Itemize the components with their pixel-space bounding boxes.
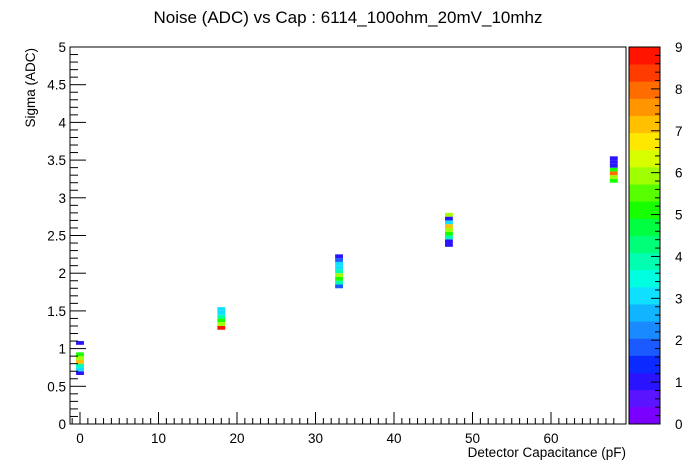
heatmap-cell [445, 224, 453, 228]
heatmap-cell [76, 359, 84, 364]
x-tick-label: 10 [151, 431, 166, 446]
heatmap-cell [335, 265, 343, 270]
x-tick-label: 20 [229, 431, 244, 446]
color-scale-segment [629, 355, 660, 373]
color-scale-segment [629, 218, 660, 236]
x-axis: 0 10 20 30 40 50 60 [71, 412, 615, 446]
x-tick-label: 0 [76, 431, 84, 446]
heatmap-cell [217, 325, 226, 330]
color-scale-frame [628, 46, 661, 425]
y-tick-label: 4.5 [47, 78, 66, 93]
z-tick-label: 3 [675, 291, 683, 306]
heatmap-cell [335, 276, 343, 281]
z-tick-label: 5 [675, 208, 683, 223]
heatmap-cell [335, 273, 343, 277]
color-scale-segment [629, 201, 660, 219]
color-scale-segment [629, 64, 660, 82]
z-tick-label: 1 [675, 375, 683, 390]
heatmap-cell [335, 269, 343, 274]
heatmap-cell [609, 171, 618, 176]
color-scale-segment [629, 252, 660, 271]
heatmap-cell [335, 280, 343, 285]
heatmap-cell [335, 258, 343, 262]
heatmap-cell [445, 239, 453, 244]
x-tick-label: 40 [386, 431, 401, 446]
heatmap-cell [217, 322, 226, 326]
heatmap-cell [335, 254, 343, 259]
heatmap-cells [76, 156, 618, 375]
heatmap-cell [217, 314, 226, 319]
heatmap-cell [609, 160, 618, 164]
heatmap-cell [217, 318, 226, 323]
color-scale-segment [629, 98, 660, 116]
color-scale-segment [629, 406, 660, 425]
y-axis-label: Sigma (ADC) [23, 48, 38, 128]
heatmap-cell [445, 231, 453, 236]
heatmap-cell [76, 367, 84, 372]
color-scale-segment [629, 372, 660, 391]
color-scale-segment [629, 132, 660, 151]
y-tick-label: 3.5 [47, 153, 66, 168]
heatmap-cell [609, 167, 618, 172]
z-tick-label: 8 [675, 82, 683, 97]
heatmap-cell [217, 310, 226, 315]
heatmap-cell [445, 220, 453, 225]
heatmap-cell [445, 235, 453, 240]
color-scale-segment [629, 321, 660, 339]
color-scale-segment [629, 149, 660, 168]
heatmap-cell [609, 175, 618, 179]
chart-title: Noise (ADC) vs Cap : 6114_100ohm_20mV_10… [154, 8, 543, 27]
heatmap-cell [609, 163, 618, 168]
color-scale-segment [629, 304, 660, 322]
color-scale-segment [629, 81, 660, 99]
heatmap-cell [76, 371, 84, 375]
color-scale-segment [629, 47, 660, 65]
color-scale-segment [629, 389, 660, 408]
heatmap-cell [76, 352, 84, 357]
color-scale-segment [629, 286, 660, 305]
color-scale-segment [629, 338, 660, 356]
y-tick-label: 3 [58, 191, 66, 206]
x-axis-label: Detector Capacitance (pF) [468, 445, 626, 460]
heatmap-cell [445, 212, 453, 217]
y-axis: 0 0.5 1 1.5 2 2.5 3 3.5 4 4.5 5 [47, 40, 86, 432]
heatmap-cell [445, 227, 453, 232]
y-tick-label: 1.5 [47, 304, 66, 319]
color-scale-bar: 0 1 2 3 4 5 6 7 8 9 [628, 40, 683, 432]
y-tick-label: 2.5 [47, 229, 66, 244]
z-tick-label: 9 [675, 40, 683, 55]
y-tick-label: 4 [58, 115, 66, 130]
heatmap-cell [445, 216, 453, 221]
x-tick-label: 50 [465, 431, 480, 446]
y-tick-label: 5 [58, 40, 66, 55]
heatmap-cell [76, 341, 84, 345]
y-tick-label: 2 [58, 266, 66, 281]
color-scale-segment [629, 115, 660, 134]
color-scale-segment [629, 235, 660, 254]
y-tick-label: 1 [58, 342, 66, 357]
y-tick-label: 0 [58, 417, 66, 432]
x-tick-label: 30 [308, 431, 323, 446]
z-tick-label: 2 [675, 333, 683, 348]
heatmap-cell [217, 307, 226, 311]
z-tick-label: 4 [675, 249, 683, 264]
heatmap-cell [445, 243, 453, 247]
z-tick-label: 7 [675, 124, 683, 139]
x-tick-label: 60 [543, 431, 558, 446]
z-tick-label: 0 [675, 417, 683, 432]
heatmap-cell [609, 156, 618, 161]
heatmap-cell [76, 363, 84, 368]
z-tick-label: 6 [675, 166, 683, 181]
y-tick-label: 0.5 [47, 379, 66, 394]
heatmap-cell [335, 284, 343, 289]
heatmap-cell [76, 356, 84, 360]
color-scale-segment [629, 269, 660, 288]
color-scale-segment [629, 184, 660, 202]
heatmap-cell [609, 178, 618, 183]
color-scale-segment [629, 166, 660, 185]
heatmap-cell [335, 261, 343, 266]
